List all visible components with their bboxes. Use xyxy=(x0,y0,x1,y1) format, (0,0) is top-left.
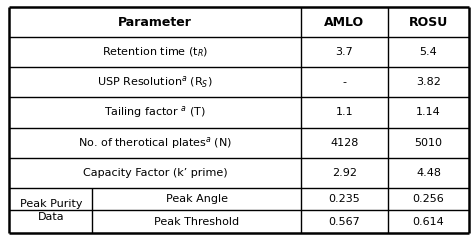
Text: 5.4: 5.4 xyxy=(419,47,438,57)
Text: Peak Threshold: Peak Threshold xyxy=(154,216,239,227)
Text: 1.14: 1.14 xyxy=(416,108,441,117)
Text: Peak Purity
Data: Peak Purity Data xyxy=(20,199,82,222)
Text: No. of therotical plates$^a$ (N): No. of therotical plates$^a$ (N) xyxy=(78,135,232,150)
Text: ROSU: ROSU xyxy=(409,16,448,29)
Text: Retention time (t$_R$): Retention time (t$_R$) xyxy=(102,46,209,59)
Text: 0.614: 0.614 xyxy=(413,216,444,227)
Text: Tailing factor $^a$ (T): Tailing factor $^a$ (T) xyxy=(104,104,206,120)
Text: 4.48: 4.48 xyxy=(416,168,441,178)
Text: AMLO: AMLO xyxy=(324,16,365,29)
Text: USP Resolution$^a$ (R$_S$): USP Resolution$^a$ (R$_S$) xyxy=(98,75,213,90)
Text: Parameter: Parameter xyxy=(118,16,192,29)
Text: 3.82: 3.82 xyxy=(416,77,441,87)
Text: 2.92: 2.92 xyxy=(332,168,357,178)
Text: 5010: 5010 xyxy=(414,138,443,148)
Text: Peak Angle: Peak Angle xyxy=(166,194,228,204)
Text: -: - xyxy=(342,77,346,87)
Text: 0.256: 0.256 xyxy=(413,194,444,204)
Text: 0.567: 0.567 xyxy=(328,216,360,227)
Text: 4128: 4128 xyxy=(330,138,358,148)
Text: 1.1: 1.1 xyxy=(336,108,353,117)
Text: 0.235: 0.235 xyxy=(328,194,360,204)
Text: Capacity Factor (k’ prime): Capacity Factor (k’ prime) xyxy=(83,168,228,178)
Text: 3.7: 3.7 xyxy=(336,47,353,57)
